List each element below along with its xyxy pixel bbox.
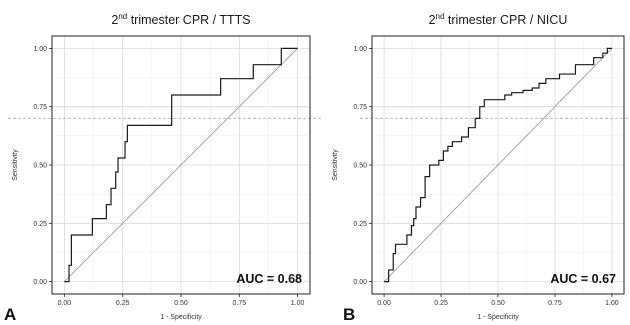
roc-curve-line bbox=[384, 47, 612, 283]
y-tick-label: 0.00 bbox=[353, 279, 367, 286]
y-tick-label: 0.50 bbox=[353, 163, 367, 170]
y-tick-label: 0.25 bbox=[353, 221, 367, 228]
auc-annotation: AUC = 0.68 bbox=[236, 272, 302, 286]
chart-title: 2nd trimester CPR / NICU bbox=[429, 12, 568, 27]
roc-panel-a: 0.00 0.25 0.50 0.75 1.00 0.00 0.25 0.50 0.75 1.00… bbox=[4, 12, 322, 324]
x-tick-label: 0.50 bbox=[491, 300, 505, 307]
x-tick-label: 1.00 bbox=[605, 300, 619, 307]
x-tick-label: 0.00 bbox=[58, 300, 72, 307]
y-tick-label: 0.75 bbox=[33, 104, 47, 111]
diagonal-reference-line bbox=[64, 48, 298, 282]
y-axis-label: Sensitivity bbox=[12, 149, 19, 181]
y-axis-label: Sensitivity bbox=[332, 149, 339, 181]
chart-title: 2nd trimester CPR / TTTS bbox=[111, 12, 250, 27]
y-tick-label: 0.00 bbox=[33, 279, 47, 286]
diagonal-reference-line bbox=[383, 48, 613, 282]
x-tick-label: 0.00 bbox=[377, 300, 391, 307]
roc-panel-b: 0.00 0.25 0.50 0.75 1.00 0.00 0.25 0.50 0.75 1.00… bbox=[332, 12, 630, 324]
roc-curve-line bbox=[64, 47, 298, 283]
y-tick-label: 0.25 bbox=[33, 221, 47, 228]
x-tick-label: 0.50 bbox=[174, 300, 188, 307]
x-axis-label: 1 - Specificity bbox=[160, 314, 202, 321]
x-tick-label: 0.75 bbox=[548, 300, 562, 307]
x-axis-label: 1 - Specificity bbox=[477, 314, 519, 321]
x-tick-label: 0.75 bbox=[232, 300, 246, 307]
y-tick-label: 1.00 bbox=[353, 46, 367, 53]
panel-label: B bbox=[343, 305, 355, 324]
y-tick-label: 0.50 bbox=[33, 163, 47, 170]
x-tick-label: 0.25 bbox=[434, 300, 448, 307]
auc-annotation: AUC = 0.67 bbox=[550, 272, 616, 286]
y-tick-label: 0.75 bbox=[353, 104, 367, 111]
x-tick-label: 0.25 bbox=[116, 300, 130, 307]
panel-label: A bbox=[4, 305, 16, 324]
y-tick-label: 1.00 bbox=[33, 46, 47, 53]
x-tick-label: 1.00 bbox=[291, 300, 305, 307]
